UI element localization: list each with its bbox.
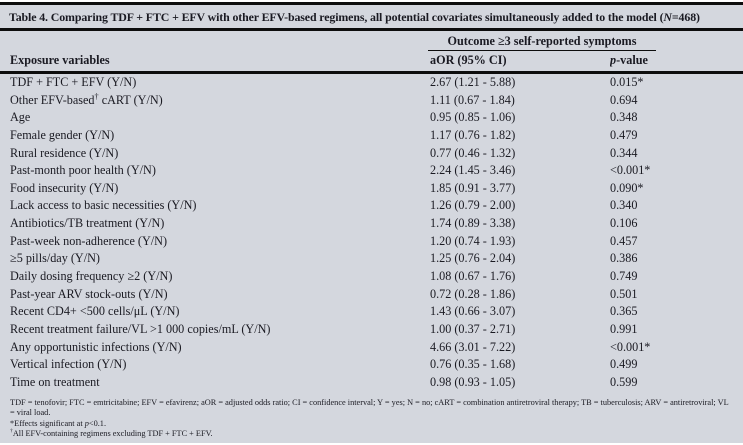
table-body: TDF + FTC + EFV (Y/N) 2.67 (1.21 - 5.88)… — [0, 74, 743, 392]
exposure-cell: Lack access to basic necessities (Y/N) — [10, 198, 197, 213]
exposure-cell: ≥5 pills/day (Y/N) — [10, 251, 100, 266]
table-row: ≥5 pills/day (Y/N) 1.25 (0.76 - 2.04) 0.… — [0, 250, 743, 268]
table-row: Other EFV-based† cART (Y/N) 1.11 (0.67 -… — [0, 92, 743, 110]
exposure-cell: Recent CD4+ <500 cells/μL (Y/N) — [10, 304, 180, 319]
p-value-cell: 0.991 — [610, 321, 638, 336]
p-value-cell: 0.365 — [610, 304, 638, 319]
col-header-p-value: p-value — [610, 53, 648, 67]
exposure-cell: Time on treatment — [10, 374, 100, 389]
outcome-group-header: Outcome ≥3 self-reported symptoms — [428, 34, 656, 51]
exposure-cell: Vertical infection (Y/N) — [10, 357, 127, 372]
exposure-cell: Age — [10, 110, 31, 125]
p-value-cell: 0.386 — [610, 251, 638, 266]
table-row: Time on treatment 0.98 (0.93 - 1.05) 0.5… — [0, 374, 743, 392]
p-value-cell: 0.749 — [610, 269, 638, 284]
aor-cell: 1.26 (0.79 - 2.00) — [430, 198, 516, 213]
aor-cell: 1.17 (0.76 - 1.82) — [430, 127, 516, 142]
p-value-cell: 0.499 — [610, 357, 638, 372]
p-value-cell: 0.501 — [610, 286, 638, 301]
table-row: Lack access to basic necessities (Y/N) 1… — [0, 197, 743, 215]
aor-cell: 1.43 (0.66 - 3.07) — [430, 304, 516, 319]
footnotes: TDF = tenofovir; FTC = emtricitabine; EF… — [0, 392, 743, 440]
aor-cell: 1.08 (0.67 - 1.76) — [430, 269, 516, 284]
aor-cell: 2.67 (1.21 - 5.88) — [430, 75, 516, 89]
dagger-symbol: † — [10, 428, 13, 435]
p-value-cell: 0.344 — [610, 145, 638, 160]
exposure-cell: Recent treatment failure/VL >1 000 copie… — [10, 321, 271, 336]
table-row: Antibiotics/TB treatment (Y/N) 1.74 (0.8… — [0, 215, 743, 233]
exposure-cell: Past-month poor health (Y/N) — [10, 163, 156, 178]
p-value-cell: <0.001* — [610, 339, 651, 354]
table-row: Recent CD4+ <500 cells/μL (Y/N) 1.43 (0.… — [0, 303, 743, 321]
p-value-cell: 0.348 — [610, 110, 638, 125]
aor-cell: 1.20 (0.74 - 1.93) — [430, 233, 516, 248]
table-row: Past-year ARV stock-outs (Y/N) 0.72 (0.2… — [0, 286, 743, 304]
p-value-cell: <0.001* — [610, 163, 651, 178]
footnote-dagger: †All EFV-containing regimens excluding T… — [10, 428, 213, 439]
aor-cell: 0.98 (0.93 - 1.05) — [430, 374, 516, 389]
p-value-cell: 0.599 — [610, 374, 638, 389]
aor-cell: 2.24 (1.45 - 3.46) — [430, 163, 516, 178]
table-title-text: Table 4. Comparing TDF + FTC + EFV with … — [9, 10, 664, 24]
column-header-row: Exposure variables aOR (95% CI) p-value — [0, 51, 743, 74]
exposure-cell: Any opportunistic infections (Y/N) — [10, 339, 182, 354]
exposure-cell: Daily dosing frequency ≥2 (Y/N) — [10, 269, 173, 284]
table-row: Past-week non-adherence (Y/N) 1.20 (0.74… — [0, 233, 743, 251]
aor-cell: 0.72 (0.28 - 1.86) — [430, 286, 516, 301]
footnote-significance: *Effects significant at p<0.1. — [10, 418, 107, 428]
exposure-cell: Past-year ARV stock-outs (Y/N) — [10, 286, 168, 301]
exposure-cell: TDF + FTC + EFV (Y/N) — [10, 75, 137, 89]
table-row: TDF + FTC + EFV (Y/N) 2.67 (1.21 - 5.88)… — [0, 74, 743, 92]
table-title-suffix: =468) — [671, 10, 700, 24]
exposure-cell: Past-week non-adherence (Y/N) — [10, 233, 168, 248]
exposure-cell: Food insecurity (Y/N) — [10, 180, 119, 195]
exposure-cell: Rural residence (Y/N) — [10, 145, 119, 160]
col-header-aor: aOR (95% CI) — [430, 53, 507, 67]
exposure-cell: Female gender (Y/N) — [10, 127, 115, 142]
exposure-cell: Other EFV-based† cART (Y/N) — [10, 91, 163, 107]
p-value-cell: 0.015* — [610, 75, 644, 89]
exposure-cell: Antibiotics/TB treatment (Y/N) — [10, 216, 165, 231]
aor-cell: 4.66 (3.01 - 7.22) — [430, 339, 516, 354]
p-value-cell: 0.479 — [610, 127, 638, 142]
table-row: Any opportunistic infections (Y/N) 4.66 … — [0, 339, 743, 357]
outcome-group-header-row: Outcome ≥3 self-reported symptoms — [0, 31, 743, 51]
table-row: Vertical infection (Y/N) 0.76 (0.35 - 1.… — [0, 356, 743, 374]
table-row: Daily dosing frequency ≥2 (Y/N) 1.08 (0.… — [0, 268, 743, 286]
aor-cell: 1.74 (0.89 - 3.38) — [430, 216, 516, 231]
table-title-n: N — [663, 10, 672, 24]
p-value-cell: 0.090* — [610, 180, 644, 195]
p-value-cell: 0.457 — [610, 233, 638, 248]
aor-cell: 0.77 (0.46 - 1.32) — [430, 145, 516, 160]
aor-cell: 1.25 (0.76 - 2.04) — [430, 251, 516, 266]
aor-cell: 1.00 (0.37 - 2.71) — [430, 321, 516, 336]
table-row: Past-month poor health (Y/N) 2.24 (1.45 … — [0, 162, 743, 180]
p-value-cell: 0.106 — [610, 216, 638, 231]
p-value-cell: 0.694 — [610, 92, 638, 107]
table-row: Food insecurity (Y/N) 1.85 (0.91 - 3.77)… — [0, 180, 743, 198]
p-value-cell: 0.340 — [610, 198, 638, 213]
table-row: Female gender (Y/N) 1.17 (0.76 - 1.82) 0… — [0, 127, 743, 145]
table-title: Table 4. Comparing TDF + FTC + EFV with … — [0, 5, 743, 31]
col-header-exposure-variables: Exposure variables — [10, 53, 110, 67]
table-row: Age 0.95 (0.85 - 1.06) 0.348 — [0, 109, 743, 127]
table-row: Rural residence (Y/N) 0.77 (0.46 - 1.32)… — [0, 145, 743, 163]
aor-cell: 0.76 (0.35 - 1.68) — [430, 357, 516, 372]
aor-cell: 1.11 (0.67 - 1.84) — [430, 92, 515, 107]
aor-cell: 0.95 (0.85 - 1.06) — [430, 110, 516, 125]
footnote-abbreviations: TDF = tenofovir; FTC = emtricitabine; EF… — [10, 397, 729, 418]
table-row: Recent treatment failure/VL >1 000 copie… — [0, 321, 743, 339]
aor-cell: 1.85 (0.91 - 3.77) — [430, 180, 516, 195]
